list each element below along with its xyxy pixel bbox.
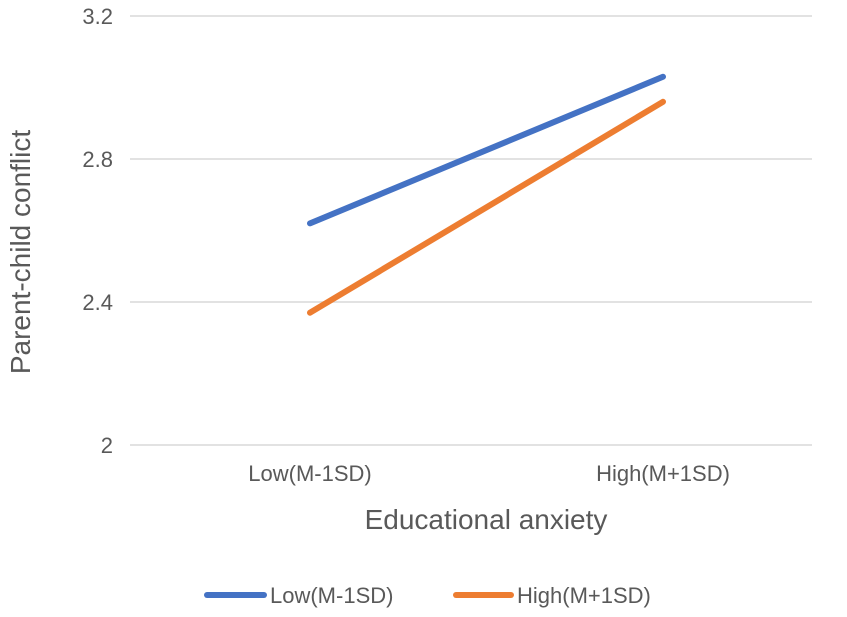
y-tick-label: 3.2 [82,4,113,29]
x-axis-title: Educational anxiety [365,504,608,535]
series-line-0 [307,73,666,227]
y-tick-label: 2.8 [82,147,113,172]
x-tick-label: High(M+1SD) [596,461,730,486]
x-axis-ticks: Low(M-1SD) High(M+1SD) [248,461,730,486]
series-lines [307,73,666,316]
y-axis-ticks: 2 2.4 2.8 3.2 [82,4,113,458]
legend-label-0: Low(M-1SD) [270,583,393,608]
y-tick-label: 2.4 [82,290,113,315]
legend: Low(M-1SD) High(M+1SD) [204,583,651,608]
series-line-1 [307,98,666,316]
gridlines [130,15,812,446]
x-tick-label: Low(M-1SD) [248,461,371,486]
legend-label-1: High(M+1SD) [517,583,651,608]
y-axis-title: Parent-child conflict [5,130,36,375]
y-tick-label: 2 [101,433,113,458]
